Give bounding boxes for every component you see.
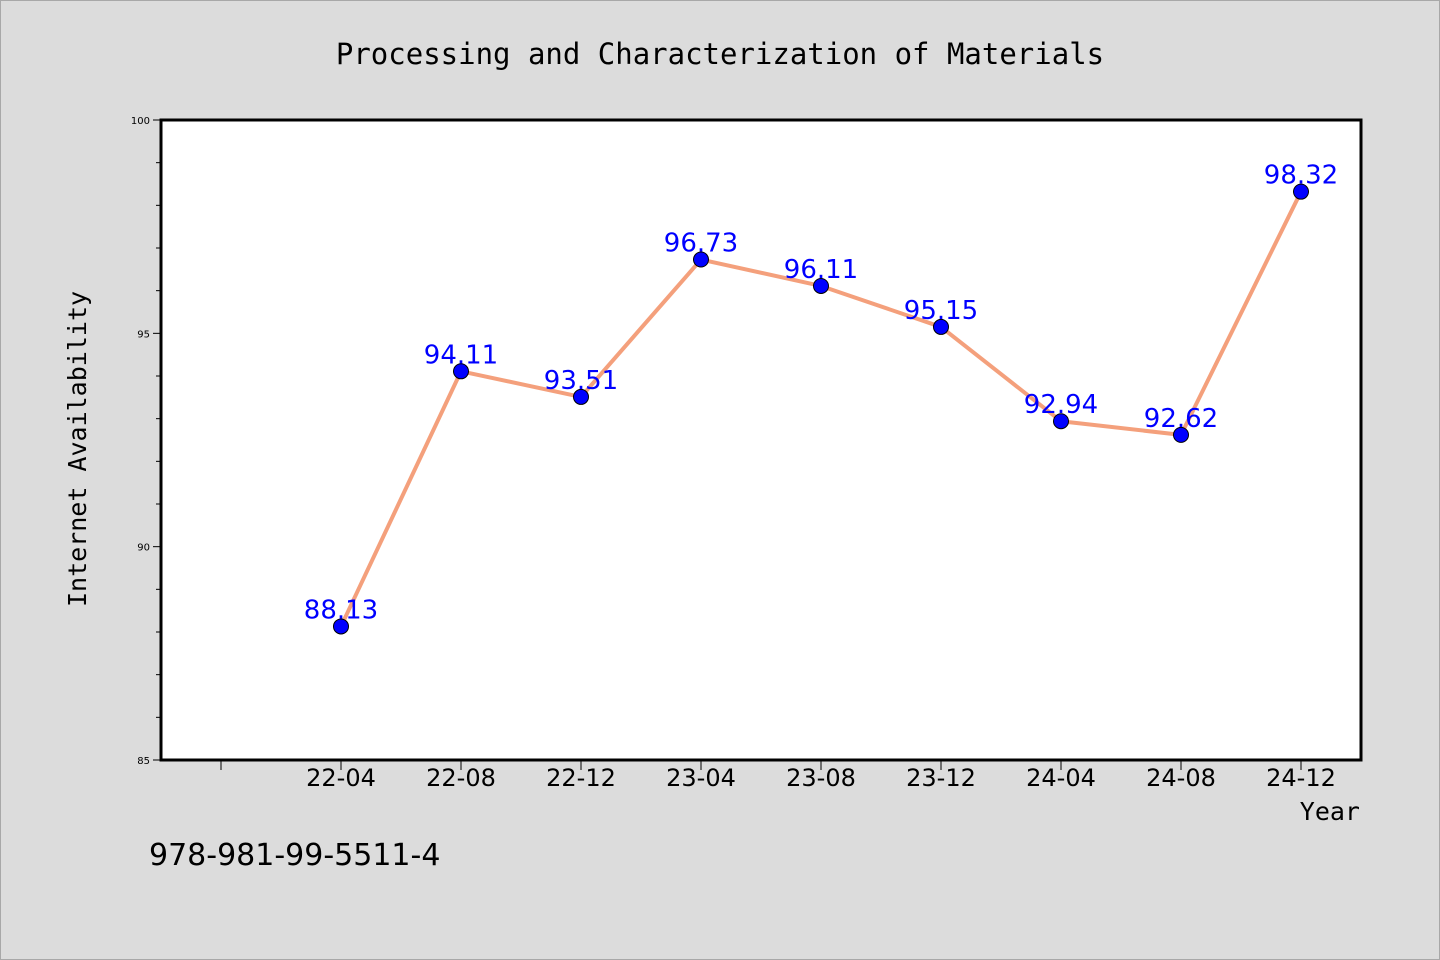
y-tick-label: 95 bbox=[137, 329, 150, 340]
chart-title: Processing and Characterization of Mater… bbox=[336, 37, 1104, 71]
x-tick-label: 24-12 bbox=[1266, 764, 1336, 792]
y-axis-label: Internet Availability bbox=[63, 291, 92, 607]
data-label: 92.62 bbox=[1144, 404, 1218, 434]
data-label: 96.11 bbox=[784, 255, 858, 285]
data-label: 92.94 bbox=[1024, 390, 1098, 420]
y-tick-label: 100 bbox=[131, 116, 150, 127]
y-tick-label: 85 bbox=[137, 756, 150, 767]
x-tick-label: 23-04 bbox=[666, 764, 736, 792]
x-tick-label: 24-04 bbox=[1026, 764, 1096, 792]
data-point bbox=[813, 277, 829, 294]
data-point bbox=[933, 318, 949, 335]
x-tick-label: 22-12 bbox=[546, 764, 616, 792]
x-tick-label: 22-04 bbox=[306, 764, 376, 792]
data-point bbox=[693, 251, 709, 268]
data-point bbox=[1173, 426, 1189, 443]
data-label: 94.11 bbox=[424, 340, 498, 370]
x-tick-label: 23-12 bbox=[906, 764, 976, 792]
x-tick-label: 24-08 bbox=[1146, 764, 1216, 792]
data-label: 93.51 bbox=[544, 366, 618, 396]
data-point bbox=[1053, 413, 1069, 430]
data-label: 96.73 bbox=[664, 229, 738, 259]
plot-area bbox=[159, 118, 1363, 762]
data-point bbox=[573, 388, 589, 405]
x-axis-label: Year bbox=[1300, 797, 1360, 826]
x-tick-label: 22-08 bbox=[426, 764, 496, 792]
isbn-footer: 978-981-99-5511-4 bbox=[149, 838, 440, 873]
y-tick-label: 90 bbox=[137, 543, 150, 554]
data-point bbox=[453, 363, 469, 380]
data-label: 98.32 bbox=[1264, 161, 1338, 191]
data-point bbox=[1293, 183, 1309, 200]
data-label: 95.15 bbox=[904, 296, 978, 326]
y-axis-ticks: 85 90 95 100 bbox=[131, 116, 161, 767]
x-tick-label: 23-08 bbox=[786, 764, 856, 792]
data-label: 88.13 bbox=[304, 595, 378, 625]
series-layer: 88.13 94.11 93.51 96.73 96.11 95.15 92.94 92.62… bbox=[304, 161, 1338, 635]
data-point bbox=[333, 618, 349, 635]
x-axis-ticks: 22-04 22-08 22-12 23-04 23-08 23-12 24-04 24-08… bbox=[220, 760, 1336, 792]
